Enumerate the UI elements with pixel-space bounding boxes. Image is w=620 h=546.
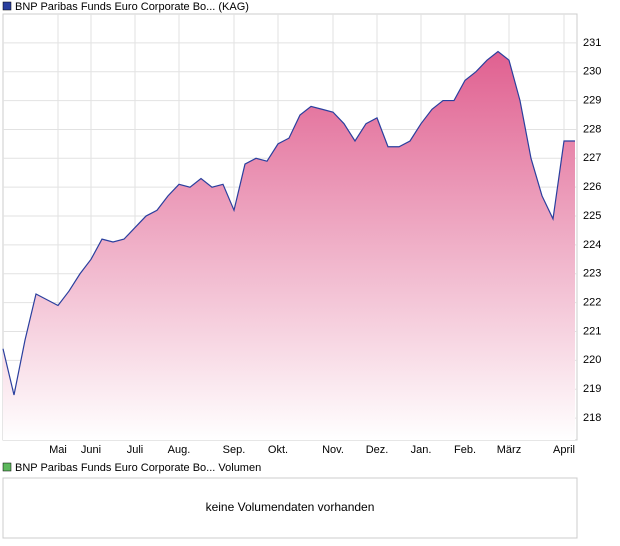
y-tick-label: 226 <box>583 181 601 193</box>
y-tick-label: 231 <box>583 37 601 49</box>
y-tick-label: 223 <box>583 268 601 280</box>
y-tick-label: 228 <box>583 123 601 135</box>
x-tick-label: Juli <box>127 444 144 456</box>
y-tick-label: 221 <box>583 325 601 337</box>
x-tick-label: Sep. <box>223 444 246 456</box>
volume-message: keine Volumendaten vorhanden <box>206 500 375 514</box>
y-tick-label: 230 <box>583 66 601 78</box>
x-tick-label: Juni <box>81 444 101 456</box>
y-tick-label: 219 <box>583 383 601 395</box>
volume-title: BNP Paribas Funds Euro Corporate Bo... V… <box>15 462 261 474</box>
y-tick-label: 218 <box>583 412 601 424</box>
x-tick-label: Okt. <box>268 444 288 456</box>
x-tick-label: Mai <box>49 444 67 456</box>
line <box>2 50 575 396</box>
y-tick-label: 222 <box>583 297 601 309</box>
y-tick-label: 224 <box>583 239 601 251</box>
x-tick-label: März <box>497 444 521 456</box>
area <box>3 51 575 440</box>
x-tick-label: Dez. <box>366 444 389 456</box>
x-tick-label: Feb. <box>454 444 476 456</box>
legend-swatch <box>2 462 12 472</box>
x-tick-label: April <box>553 444 575 456</box>
x-tick-label: Aug. <box>168 444 191 456</box>
chart-title: BNP Paribas Funds Euro Corporate Bo... (… <box>15 1 249 13</box>
y-tick-label: 225 <box>583 210 601 222</box>
y-tick-label: 229 <box>583 94 601 106</box>
legend-swatch <box>2 1 12 11</box>
x-tick-label: Jan. <box>411 444 432 456</box>
y-tick-label: 227 <box>583 152 601 164</box>
x-tick-label: Nov. <box>322 444 344 456</box>
y-tick-label: 220 <box>583 354 601 366</box>
volume-panel <box>2 477 578 539</box>
